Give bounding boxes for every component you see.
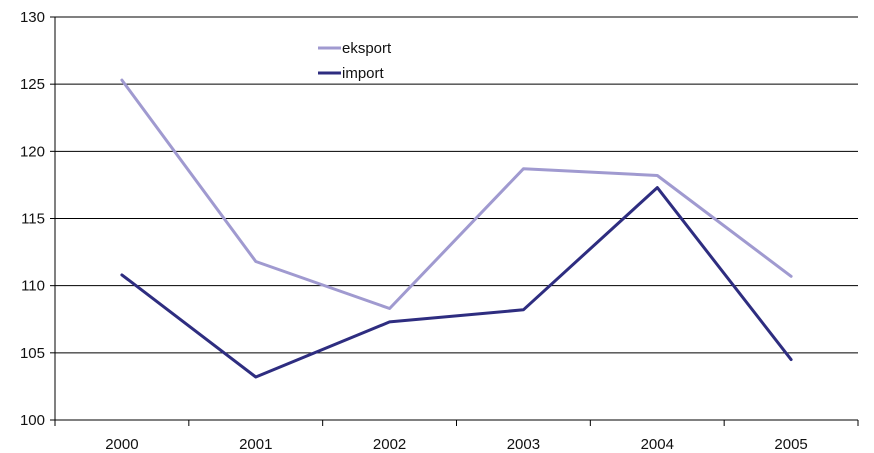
- x-tick-label: 2004: [641, 436, 674, 453]
- y-tick-labels: 100 105 110 115 120 125 130: [20, 9, 45, 429]
- axes: [50, 16, 859, 426]
- legend-label-import: import: [342, 65, 385, 82]
- y-tick-label: 120: [20, 143, 45, 160]
- series-line-import: [120, 186, 793, 379]
- series-line-eksport: [120, 78, 793, 310]
- x-tick-label: 2005: [774, 436, 807, 453]
- y-tick-label: 125: [20, 76, 45, 93]
- legend: eksport import: [318, 40, 392, 82]
- y-tick-label: 100: [20, 412, 45, 429]
- y-tick-label: 110: [21, 278, 45, 295]
- x-tick-label: 2002: [373, 436, 406, 453]
- x-tick-label: 2003: [507, 436, 540, 453]
- x-tick-label: 2000: [105, 436, 138, 453]
- gridlines: [55, 16, 858, 354]
- y-tick-label: 105: [20, 345, 45, 362]
- x-tick-labels: 2000 2001 2002 2003 2004 2005: [105, 436, 808, 453]
- x-tick-label: 2001: [239, 436, 272, 453]
- y-tick-label: 115: [21, 211, 45, 228]
- legend-label-eksport: eksport: [342, 40, 392, 57]
- y-tick-label: 130: [20, 9, 45, 26]
- series-lines: [120, 78, 793, 379]
